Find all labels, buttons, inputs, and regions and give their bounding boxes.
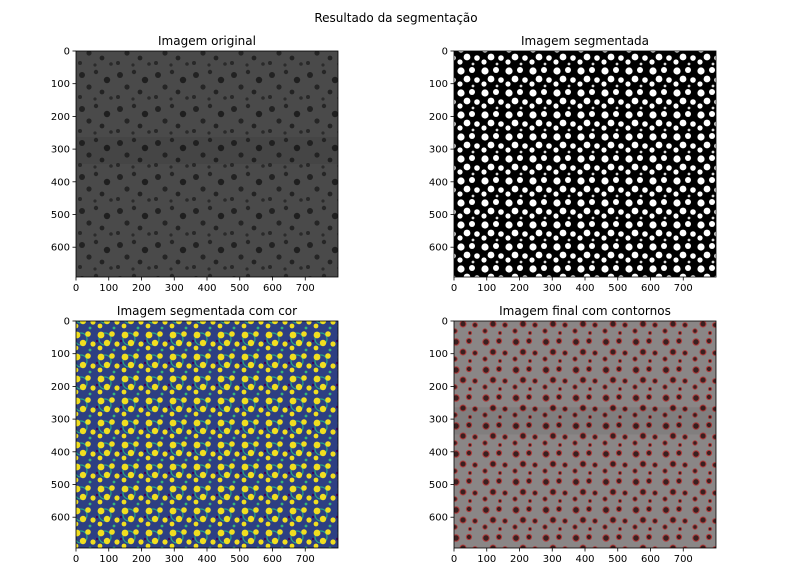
- x-tick-label: 700: [674, 283, 693, 294]
- original-image: [76, 51, 338, 277]
- panel-title: Imagem final com contornos: [499, 304, 671, 318]
- y-tick-label: 500: [51, 210, 70, 221]
- x-tick-label: 600: [641, 554, 660, 565]
- x-tick-label: 700: [296, 554, 315, 565]
- contours-texture-band: [454, 407, 716, 435]
- x-tick-label: 0: [451, 554, 457, 565]
- panel-title: Imagem segmentada: [521, 34, 649, 48]
- y-tick-label: 400: [429, 177, 448, 188]
- y-tick-label: 100: [51, 349, 70, 360]
- y-tick-label: 200: [51, 112, 70, 123]
- panel-title: Imagem original: [158, 34, 256, 48]
- x-tick-label: 400: [575, 283, 594, 294]
- panel-colored: Imagem segmentada com cor 0 100 200 300 400 50…: [51, 304, 339, 565]
- y-tick-label: 600: [51, 513, 70, 524]
- y-tick-label: 500: [429, 210, 448, 221]
- panel-title: Imagem segmentada com cor: [117, 304, 297, 318]
- x-tick-label: 100: [99, 283, 118, 294]
- x-tick-label: 300: [165, 283, 184, 294]
- x-tick-label: 200: [510, 554, 529, 565]
- x-tick-label: 0: [451, 283, 457, 294]
- contours-image: [454, 321, 716, 548]
- x-tick-label: 500: [608, 554, 627, 565]
- x-tick-label: 400: [197, 554, 216, 565]
- y-tick-label: 0: [64, 317, 70, 328]
- y-tick-label: 0: [64, 47, 70, 58]
- y-tick-label: 400: [51, 177, 70, 188]
- x-tick-label: 700: [296, 283, 315, 294]
- x-tick-label: 100: [99, 554, 118, 565]
- y-tick-label: 300: [51, 415, 70, 426]
- panel-original: Imagem original 0 100 200 300 400 500 600 700 0 10…: [51, 34, 339, 294]
- original-texture-band: [76, 136, 338, 164]
- panel-segmented: Imagem segmentada 0 100 200 300 400 500 600 700 0…: [429, 34, 717, 294]
- x-tick-label: 700: [674, 554, 693, 565]
- x-tick-label: 200: [510, 283, 529, 294]
- x-tick-label: 300: [165, 554, 184, 565]
- x-tick-label: 0: [73, 554, 79, 565]
- y-tick-label: 200: [429, 112, 448, 123]
- panels-root: Imagem original 0 100 200 300 400 500 600 700 0 10…: [51, 34, 717, 565]
- x-tick-label: 500: [230, 554, 249, 565]
- x-tick-label: 300: [543, 554, 562, 565]
- y-tick-label: 200: [429, 382, 448, 393]
- y-tick-label: 600: [51, 243, 70, 254]
- y-tick-label: 300: [429, 145, 448, 156]
- y-tick-label: 400: [51, 447, 70, 458]
- segmented-image: [454, 51, 716, 277]
- y-tick-label: 100: [429, 349, 448, 360]
- y-tick-label: 0: [442, 47, 448, 58]
- x-tick-label: 600: [641, 283, 660, 294]
- x-tick-label: 600: [263, 554, 282, 565]
- x-tick-label: 500: [608, 283, 627, 294]
- y-tick-label: 500: [51, 480, 70, 491]
- panel-contours: Imagem final com contornos 0 100 200 300 400 5…: [429, 304, 717, 565]
- x-tick-label: 200: [132, 554, 151, 565]
- y-tick-label: 600: [429, 513, 448, 524]
- x-tick-label: 300: [543, 283, 562, 294]
- y-tick-label: 300: [51, 145, 70, 156]
- x-tick-label: 400: [575, 554, 594, 565]
- figure-suptitle: Resultado da segmentação: [314, 11, 477, 25]
- y-tick-label: 500: [429, 480, 448, 491]
- y-tick-label: 400: [429, 447, 448, 458]
- y-tick-label: 100: [51, 79, 70, 90]
- x-tick-label: 100: [477, 554, 496, 565]
- y-tick-label: 300: [429, 415, 448, 426]
- x-tick-label: 600: [263, 283, 282, 294]
- y-tick-label: 600: [429, 243, 448, 254]
- colored-image: [76, 321, 338, 548]
- x-tick-label: 400: [197, 283, 216, 294]
- x-tick-label: 200: [132, 283, 151, 294]
- x-tick-label: 100: [477, 283, 496, 294]
- y-tick-label: 100: [429, 79, 448, 90]
- y-tick-label: 200: [51, 382, 70, 393]
- y-tick-label: 0: [442, 317, 448, 328]
- x-tick-label: 500: [230, 283, 249, 294]
- x-tick-label: 0: [73, 283, 79, 294]
